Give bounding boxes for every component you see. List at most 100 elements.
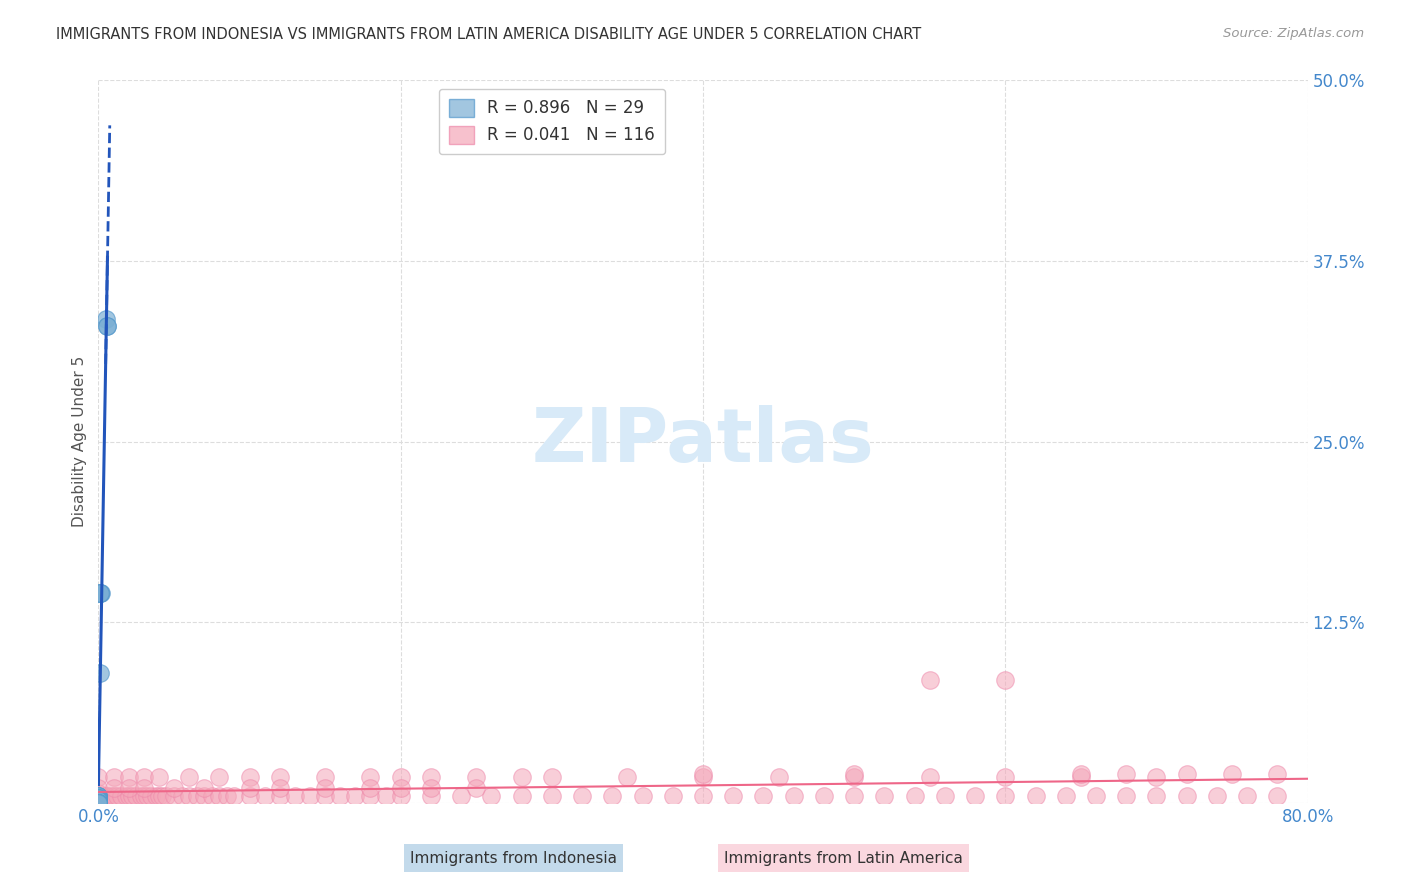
Point xyxy=(89,586,111,600)
Text: Immigrants from Latin America: Immigrants from Latin America xyxy=(724,851,963,865)
Point xyxy=(103,770,125,784)
Point xyxy=(616,770,638,784)
Point xyxy=(239,781,262,796)
Point xyxy=(844,789,866,803)
Text: IMMIGRANTS FROM INDONESIA VS IMMIGRANTS FROM LATIN AMERICA DISABILITY AGE UNDER : IMMIGRANTS FROM INDONESIA VS IMMIGRANTS … xyxy=(56,27,921,42)
Point xyxy=(89,586,111,600)
Point xyxy=(918,673,941,687)
Point xyxy=(329,789,352,803)
Point xyxy=(540,770,562,784)
Point xyxy=(96,789,118,803)
Point xyxy=(1054,789,1077,803)
Point xyxy=(481,789,503,803)
Point xyxy=(208,770,231,784)
Point xyxy=(994,673,1017,687)
Point xyxy=(692,789,714,803)
Point xyxy=(1115,767,1137,781)
Point xyxy=(100,789,122,803)
Point xyxy=(752,789,775,803)
Point xyxy=(1144,789,1167,803)
Point xyxy=(571,789,593,803)
Point xyxy=(224,789,246,803)
Legend: R = 0.896   N = 29, R = 0.041   N = 116: R = 0.896 N = 29, R = 0.041 N = 116 xyxy=(439,88,665,154)
Point xyxy=(150,789,173,803)
Point xyxy=(87,786,110,800)
Point xyxy=(96,318,118,333)
Point xyxy=(94,789,117,803)
Point xyxy=(103,781,125,796)
Point xyxy=(103,789,125,803)
Point xyxy=(87,781,110,796)
Point xyxy=(96,318,118,333)
Point xyxy=(125,789,148,803)
Point xyxy=(540,789,562,803)
Point xyxy=(179,770,201,784)
Point xyxy=(389,781,412,796)
Text: Immigrants from Indonesia: Immigrants from Indonesia xyxy=(409,851,617,865)
Point xyxy=(148,770,170,784)
Point xyxy=(87,791,110,805)
Point xyxy=(465,770,488,784)
Point xyxy=(1220,767,1243,781)
Point xyxy=(602,789,624,803)
Point xyxy=(510,789,533,803)
Point xyxy=(253,789,276,803)
Point xyxy=(105,789,128,803)
Point xyxy=(965,789,987,803)
Point xyxy=(141,789,163,803)
Point xyxy=(994,789,1017,803)
Point xyxy=(631,789,654,803)
Point xyxy=(91,789,114,803)
Point xyxy=(1070,767,1092,781)
Point xyxy=(1206,789,1229,803)
Point xyxy=(813,789,835,803)
Point xyxy=(87,796,110,810)
Point xyxy=(389,789,412,803)
Point xyxy=(163,781,186,796)
Point xyxy=(873,789,896,803)
Point xyxy=(90,789,112,803)
Point xyxy=(132,770,155,784)
Point xyxy=(389,770,412,784)
Point xyxy=(1267,789,1289,803)
Point xyxy=(904,789,927,803)
Point xyxy=(994,770,1017,784)
Point xyxy=(284,789,307,803)
Point xyxy=(87,791,110,805)
Point xyxy=(1115,789,1137,803)
Point xyxy=(465,781,488,796)
Point xyxy=(87,770,110,784)
Point xyxy=(783,789,806,803)
Point xyxy=(132,781,155,796)
Point xyxy=(87,796,110,810)
Point xyxy=(510,770,533,784)
Point xyxy=(135,789,157,803)
Point xyxy=(420,789,443,803)
Point xyxy=(118,789,141,803)
Point xyxy=(87,789,110,803)
Point xyxy=(208,789,231,803)
Point xyxy=(215,789,238,803)
Point xyxy=(87,796,110,810)
Point xyxy=(193,781,215,796)
Point xyxy=(1144,770,1167,784)
Point xyxy=(170,789,193,803)
Point xyxy=(179,789,201,803)
Point xyxy=(844,767,866,781)
Point xyxy=(155,789,177,803)
Point xyxy=(148,789,170,803)
Point xyxy=(269,781,291,796)
Point xyxy=(692,770,714,784)
Point xyxy=(314,770,336,784)
Point xyxy=(450,789,472,803)
Point xyxy=(121,789,143,803)
Point xyxy=(934,789,956,803)
Point xyxy=(87,789,110,803)
Point xyxy=(87,789,110,803)
Point xyxy=(87,796,110,810)
Point xyxy=(239,789,262,803)
Point xyxy=(1236,789,1258,803)
Point xyxy=(87,791,110,805)
Point xyxy=(87,796,110,810)
Point xyxy=(360,781,382,796)
